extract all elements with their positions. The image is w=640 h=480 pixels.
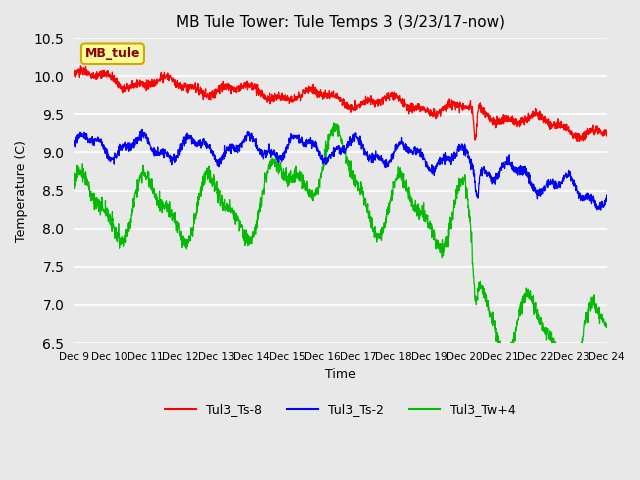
Y-axis label: Temperature (C): Temperature (C) xyxy=(15,140,28,241)
X-axis label: Time: Time xyxy=(325,368,356,381)
Title: MB Tule Tower: Tule Temps 3 (3/23/17-now): MB Tule Tower: Tule Temps 3 (3/23/17-now… xyxy=(176,15,505,30)
Text: MB_tule: MB_tule xyxy=(84,47,140,60)
Legend: Tul3_Ts-8, Tul3_Ts-2, Tul3_Tw+4: Tul3_Ts-8, Tul3_Ts-2, Tul3_Tw+4 xyxy=(159,398,521,421)
